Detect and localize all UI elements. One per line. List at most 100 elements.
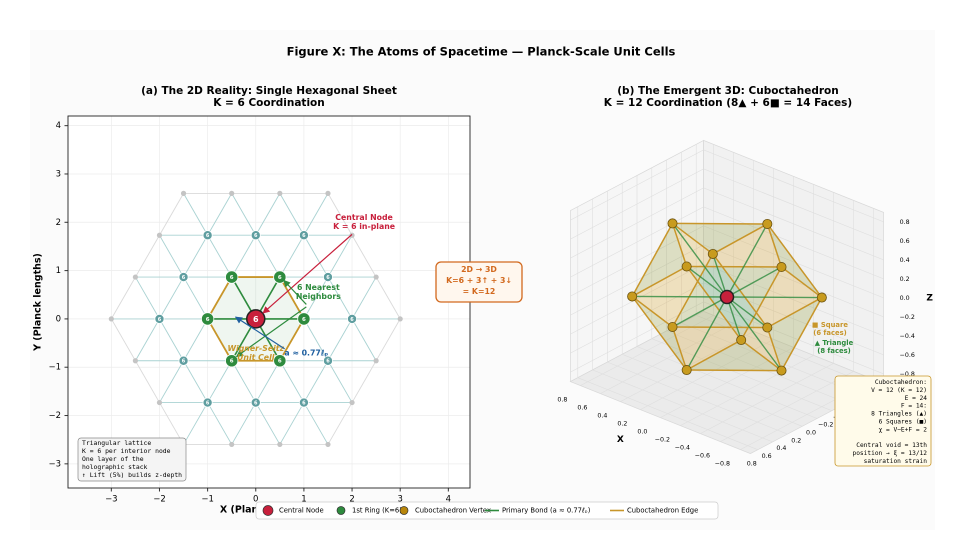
note-line: Triangular lattice (82, 439, 151, 447)
info-line: E = 24 (905, 395, 928, 402)
lattice-edge (279, 402, 305, 445)
lattice-edge (303, 402, 329, 445)
lattice-edge (159, 318, 184, 361)
lattice-edge (303, 276, 329, 320)
primary-bond (726, 223, 768, 298)
lattice-edge (351, 360, 377, 403)
vertex-node (762, 322, 773, 333)
note-line: holographic stack (82, 463, 148, 471)
cuboctahedron-edge (686, 369, 782, 372)
y-tick-label: −0.2 (818, 422, 833, 429)
x-tick-label: −0.6 (695, 453, 710, 460)
x-tick-label: 2 (349, 495, 354, 505)
lattice-edge (327, 276, 353, 320)
vertex-node (762, 218, 773, 229)
x-tick-label: −0.8 (715, 461, 730, 468)
info-line: V = 12 (K = 12) (871, 387, 927, 394)
cuboctahedron-edge (672, 222, 768, 225)
lattice-node (373, 274, 379, 280)
lattice-node (347, 313, 358, 324)
lattice-edge (327, 402, 353, 445)
x-tick-label: 4 (446, 495, 451, 505)
cuboctahedron-edge (766, 327, 783, 371)
lattice-node (180, 190, 187, 196)
primary-bond (686, 265, 728, 298)
cuboctahedron-edge (781, 266, 823, 299)
lattice-node (298, 230, 309, 241)
x-tick-label: 0.8 (557, 397, 567, 404)
annotation-line: Unit Cell (237, 353, 275, 362)
cuboctahedron-edge (780, 297, 823, 371)
info-line: 6 Squares (■) (879, 419, 927, 426)
primary-bond (686, 296, 728, 371)
annotation-line: 6 Nearest (297, 283, 340, 292)
lattice-edge (183, 402, 209, 445)
grid-line (570, 168, 704, 240)
info: Cuboctahedron: V = 12 (K = 12) E = 24 F = 1… (871, 379, 927, 433)
z-tick-label: −0.2 (900, 314, 915, 321)
y-axis-label: Y (Planck lengths) (33, 253, 44, 352)
y-tick-label: −3 (48, 459, 61, 469)
info-line: saturation strain (864, 458, 928, 465)
vertex-node (681, 365, 692, 376)
lattice-edge (231, 402, 257, 445)
grid-line (703, 244, 884, 318)
figure-title: Figure X: The Atoms of Spacetime — Planc… (287, 45, 676, 59)
y-tick-label: −1 (48, 363, 61, 373)
annotation-arrow (283, 279, 307, 305)
node-label: 6 (350, 317, 354, 323)
cuboctahedron-edge (766, 223, 823, 298)
lattice-edge (183, 193, 209, 236)
node-label: 6 (230, 359, 234, 365)
lattice-edge (231, 235, 257, 278)
lattice-edge (375, 276, 401, 320)
annotation-arrow (235, 306, 307, 358)
info-line: Central void = 13th (856, 442, 927, 449)
primary-bond (672, 296, 728, 328)
grid-line (570, 206, 704, 278)
bridge-text: 2D → 3D K=6 + 3↑ + 3↓ = K=12 (446, 265, 512, 296)
y-tick-label: −2 (48, 411, 61, 421)
lattice-edge (255, 360, 281, 403)
lattice-edge (375, 318, 401, 361)
z-tick-label: 0.0 (900, 295, 910, 302)
vertex-node (667, 218, 678, 229)
z-tick-label: 0.8 (900, 219, 910, 226)
chart-subtitle: K = 6 Coordination (213, 97, 325, 109)
annotation: Wigner-Seitz Unit Cell (227, 344, 284, 362)
lattice-node (154, 313, 165, 324)
lattice-edge (135, 276, 160, 320)
lattice-node (325, 190, 331, 196)
node-label: 6 (254, 233, 258, 239)
info-line: 8 Triangles (▲) (871, 411, 927, 418)
grid-line (651, 338, 832, 411)
lattice-edge (303, 360, 329, 403)
lattice-edge (327, 193, 353, 236)
lattice-node (250, 230, 261, 241)
grid-line (703, 263, 884, 337)
note: Triangular lattice K = 6 per interior nod… (82, 439, 182, 479)
annotation-arrow (262, 233, 353, 314)
legend-label: 1st Ring (K=6) (352, 507, 402, 515)
info-line: F = 14: (901, 403, 927, 410)
y-tick-label: 1 (56, 266, 61, 276)
lattice-node (397, 316, 403, 322)
info-line: position → ξ = 13/12 (852, 450, 927, 457)
node-label: 6 (182, 359, 186, 365)
lattice-edge (327, 360, 353, 403)
lattice-edge (159, 193, 184, 236)
lattice-node (250, 397, 261, 408)
y-tick-label: 0.2 (791, 437, 801, 444)
lattice-edge (207, 402, 233, 445)
ring-node (297, 312, 311, 326)
cuboctahedron-edge (672, 222, 714, 255)
note-line: ↑ Lift (5%) builds z-depth (82, 471, 182, 479)
y-tick-label: 0 (56, 314, 61, 324)
cuboctahedron-edge (766, 296, 823, 329)
vertex-node (816, 292, 827, 303)
lattice-edge (159, 360, 184, 403)
cuboctahedron-edge (686, 265, 782, 268)
lattice-node (298, 397, 309, 408)
node-label: 6 (278, 275, 282, 281)
y-tick-label: 4 (56, 121, 61, 131)
